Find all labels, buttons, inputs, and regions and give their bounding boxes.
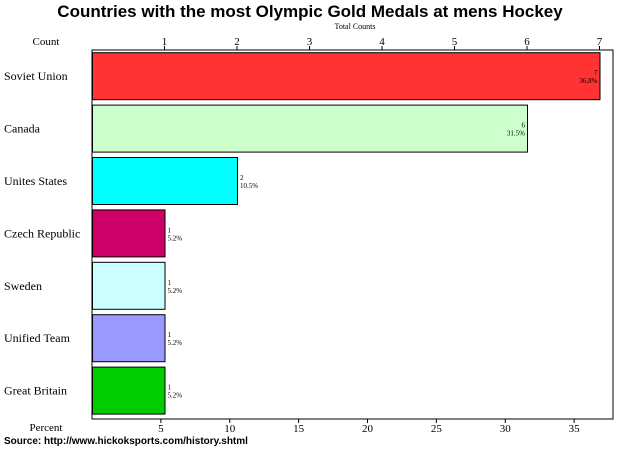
bar: [92, 104, 528, 153]
bottom-tick-label: 30: [500, 423, 512, 435]
top-tick-label: 4: [379, 36, 385, 48]
bottom-tick-label: 10: [224, 423, 236, 435]
count-header: Count: [33, 36, 60, 48]
value-label: 1: [168, 226, 172, 234]
bar: [92, 157, 238, 205]
category-label: Great Britain: [4, 384, 67, 398]
category-label: Sweden: [4, 279, 42, 293]
bottom-tick-label: 35: [569, 423, 581, 435]
top-tick-label: 1: [162, 36, 168, 48]
bar: [92, 52, 601, 101]
source-note: Source: http://www.hickoksports.com/hist…: [4, 436, 248, 447]
percent-label: 5.2%: [168, 339, 183, 347]
value-label: 2: [240, 174, 244, 182]
top-tick-label: 5: [452, 36, 458, 48]
category-label: Canada: [4, 122, 41, 136]
value-label: 6: [522, 122, 526, 130]
percent-label: 36.8%: [579, 77, 597, 85]
top-axis-label: Total Counts: [334, 22, 376, 31]
value-label: 7: [594, 69, 598, 77]
bar: [92, 261, 166, 310]
value-label: 1: [168, 279, 172, 287]
category-label: Czech Republic: [4, 226, 80, 240]
top-tick-label: 7: [597, 36, 603, 48]
top-tick-label: 6: [524, 36, 530, 48]
bottom-tick-label: 15: [293, 423, 305, 435]
category-label: Unified Team: [4, 331, 71, 345]
top-tick-label: 2: [234, 36, 240, 48]
category-label: Soviet Union: [4, 69, 68, 83]
bar: [92, 209, 166, 258]
bar: [92, 366, 166, 415]
percent-header: Percent: [30, 422, 63, 434]
chart-title: Countries with the most Olympic Gold Med…: [57, 2, 563, 21]
value-label: 1: [168, 384, 172, 392]
value-label: 1: [168, 331, 172, 339]
bottom-tick-label: 25: [431, 423, 443, 435]
bar: [92, 314, 166, 363]
bottom-tick-label: 5: [158, 423, 164, 435]
category-label: Unites States: [4, 174, 67, 188]
percent-label: 5.2%: [168, 234, 183, 242]
percent-label: 10.5%: [240, 182, 258, 190]
top-tick-label: 3: [307, 36, 313, 48]
percent-label: 5.2%: [168, 287, 183, 295]
bottom-tick-label: 20: [362, 423, 374, 435]
percent-label: 31.5%: [507, 130, 525, 138]
percent-label: 5.2%: [168, 392, 183, 400]
